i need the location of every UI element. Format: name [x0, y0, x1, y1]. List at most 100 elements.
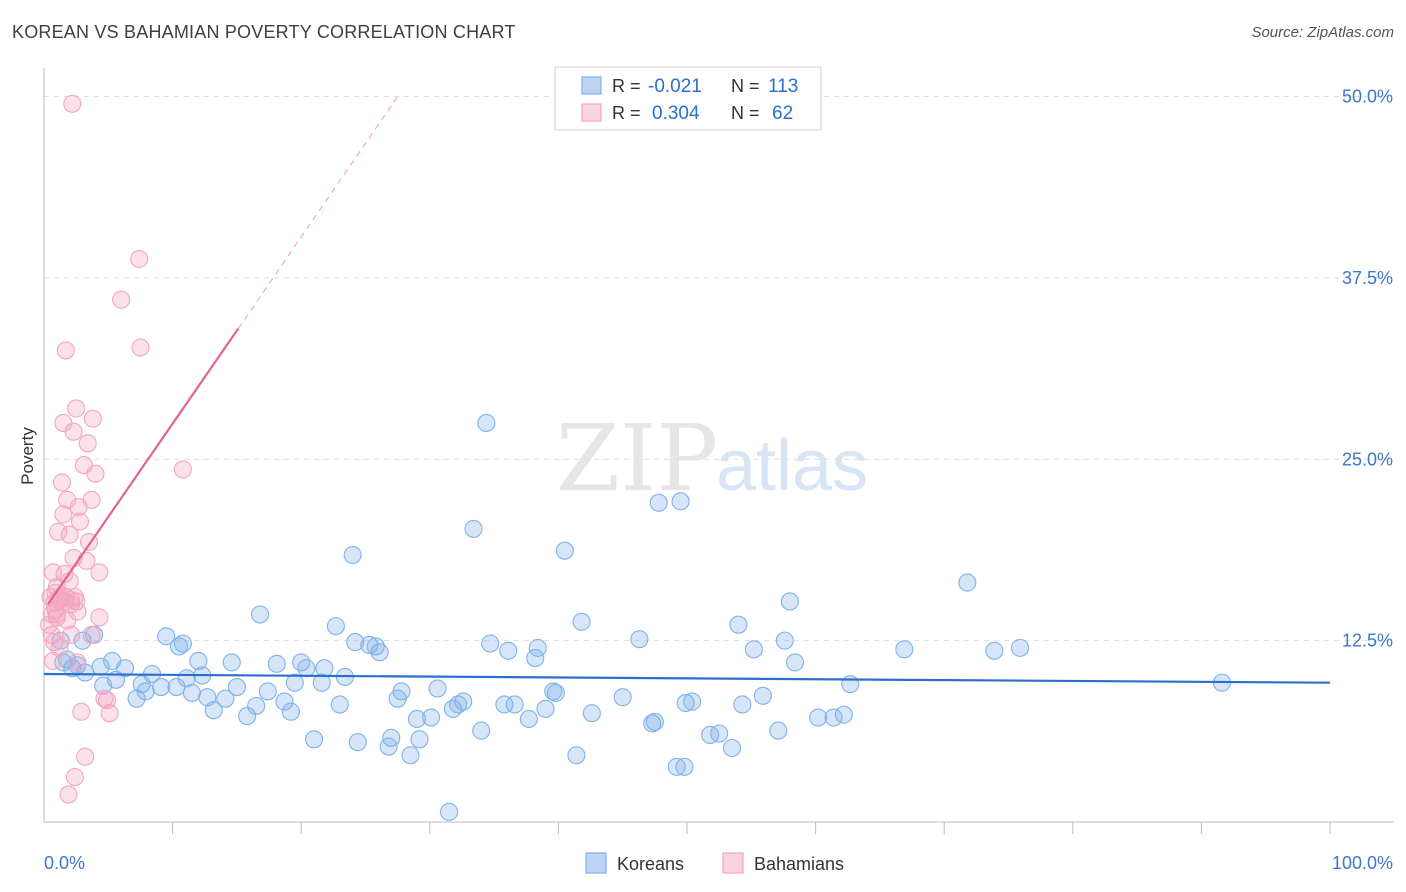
- bottom-legend: Koreans Bahamians: [585, 852, 844, 874]
- koreans-point: [546, 683, 565, 702]
- koreans-point: [809, 708, 828, 727]
- koreans-point: [683, 692, 702, 711]
- legend-r-value-bahamians: 0.304: [652, 103, 700, 124]
- legend-n-value-bahamians: 62: [772, 103, 793, 124]
- source-label: Source: ZipAtlas.com: [1251, 24, 1394, 41]
- koreans-point: [247, 696, 266, 715]
- bahamians-point: [67, 399, 86, 418]
- y-axis-label: Poverty: [18, 427, 37, 485]
- bahamians-point: [86, 464, 105, 483]
- koreans-point: [422, 708, 441, 727]
- koreans-point: [495, 695, 514, 714]
- bahamians-point: [54, 505, 73, 524]
- koreans-point: [227, 678, 246, 697]
- koreans-point: [481, 634, 500, 653]
- koreans-point: [189, 651, 208, 670]
- koreans-point: [567, 746, 586, 765]
- koreans-point: [675, 757, 694, 776]
- koreans-point: [182, 683, 201, 702]
- bahamians-point: [65, 588, 84, 607]
- bahamians-point: [63, 94, 82, 113]
- koreans-point: [370, 643, 389, 662]
- koreans-point: [744, 640, 763, 659]
- bahamians-point: [52, 473, 72, 492]
- koreans-point: [51, 631, 70, 650]
- koreans-point: [505, 695, 524, 714]
- koreans-point: [275, 692, 294, 711]
- koreans-point: [258, 682, 277, 701]
- koreans-point: [780, 592, 799, 611]
- koreans-point: [630, 630, 649, 649]
- bahamians-point: [83, 409, 102, 428]
- koreans-point: [722, 738, 742, 758]
- koreans-point: [775, 631, 794, 650]
- koreans-point: [753, 686, 772, 705]
- koreans-point: [312, 673, 331, 692]
- bahamians-trend-line: [46, 328, 240, 605]
- koreans-point: [285, 673, 304, 692]
- watermark-atlas: atlas: [716, 426, 868, 506]
- bahamians-point: [50, 638, 69, 657]
- koreans-point: [667, 757, 686, 776]
- bottom-legend-bahamians: Bahamians: [754, 854, 844, 874]
- axes: [43, 68, 1394, 834]
- bahamians-point: [100, 704, 119, 723]
- koreans-point: [315, 659, 334, 678]
- koreans-point: [671, 492, 690, 511]
- bahamians-point: [112, 290, 131, 309]
- bottom-legend-swatch-koreans: [585, 852, 607, 874]
- koreans-point: [222, 653, 241, 672]
- bahamians-point: [43, 563, 63, 582]
- koreans-point: [292, 653, 311, 672]
- legend-n-label-bahamians: N =: [731, 103, 760, 123]
- x-tick-label-min: 0.0%: [44, 853, 85, 873]
- koreans-point: [127, 689, 146, 708]
- koreans-point: [151, 678, 171, 697]
- koreans-point: [834, 705, 853, 724]
- bahamians-point: [68, 602, 87, 621]
- bahamians-point: [60, 525, 79, 544]
- koreans-point: [173, 634, 192, 653]
- koreans-point: [382, 728, 401, 747]
- koreans-point: [346, 633, 365, 652]
- koreans-point: [281, 702, 300, 721]
- koreans-point: [729, 615, 748, 634]
- bahamians-point: [90, 563, 109, 582]
- koreans-point: [477, 413, 496, 433]
- bahamians-trend-extension: [237, 96, 399, 330]
- koreans-trend-line: [43, 672, 1331, 684]
- koreans-point: [769, 721, 788, 740]
- bahamians-point: [65, 767, 84, 787]
- bahamian-points: [40, 94, 192, 804]
- koreans-point: [449, 695, 468, 714]
- stats-legend: R = -0.021 N = 113 R = 0.304 N = 62: [554, 66, 822, 131]
- koreans-point: [733, 695, 752, 714]
- bahamians-point: [173, 460, 192, 479]
- y-tick-label: 50.0%: [1342, 87, 1393, 107]
- bahamians-point: [72, 702, 91, 721]
- koreans-point: [407, 709, 426, 729]
- trend-lines: [43, 96, 1331, 684]
- bahamians-point: [130, 249, 149, 269]
- bahamians-point: [47, 608, 66, 627]
- koreans-point: [785, 653, 805, 672]
- koreans-point: [216, 689, 235, 708]
- koreans-point: [136, 682, 155, 701]
- koreans-point: [330, 695, 349, 714]
- bahamians-point: [82, 490, 101, 509]
- bahamians-point: [70, 512, 90, 531]
- bahamians-point: [56, 341, 75, 360]
- bahamians-point: [61, 625, 81, 644]
- koreans-point: [250, 605, 270, 624]
- legend-swatch-bahamians: [581, 103, 602, 122]
- koreans-point: [841, 675, 860, 694]
- koreans-point: [326, 617, 345, 636]
- koreans-point: [157, 627, 176, 646]
- koreans-point: [401, 746, 420, 765]
- koreans-point: [555, 541, 574, 560]
- bahamians-point: [45, 633, 64, 652]
- koreans-point: [343, 545, 362, 565]
- koreans-point: [536, 699, 555, 718]
- bahamians-point: [131, 338, 150, 357]
- legend-r-label-koreans: R =: [612, 76, 641, 96]
